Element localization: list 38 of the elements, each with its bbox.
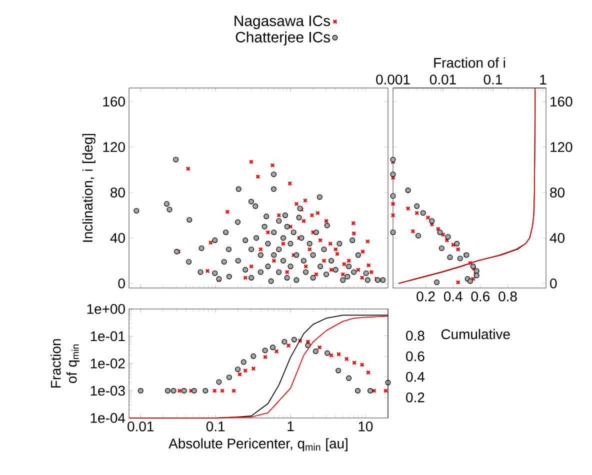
y-tick-label: 40	[550, 233, 565, 243]
x-tick-label: 0.4	[444, 291, 462, 302]
y-tick-label: 120	[550, 142, 572, 152]
y2-tick-label: 0.4	[406, 372, 424, 382]
y-tick-label: 1e-04	[90, 413, 126, 423]
x-tick-label: 0.1	[206, 421, 225, 432]
y-tick-label: 80	[110, 188, 125, 198]
x-tick-label: 0.2	[416, 291, 435, 302]
y-tick-label: 1e-03	[90, 386, 125, 396]
x2-tick-label: 0.01	[430, 74, 456, 84]
y-tick-label: 0	[118, 278, 125, 288]
x-tick-label: 0.01	[128, 421, 154, 432]
y-tick-label: 40	[110, 233, 125, 243]
y2-tick-label: 0.6	[406, 351, 424, 362]
y-tick-label: 1e-02	[90, 358, 125, 368]
y-tick-label: 160	[103, 96, 125, 107]
y-tick-label: 1e+00	[87, 304, 125, 314]
x-tick-label: 1	[288, 422, 294, 432]
y2-axis-title: Cumulative	[441, 328, 510, 340]
y-axis-title: Fraction of q$_{min}$	[50, 339, 80, 388]
x-tick-label: 0.8	[498, 291, 517, 302]
y-tick-label: 1e-01	[90, 331, 125, 342]
legend-label: Chatterjee ICs	[236, 31, 330, 46]
x2-tick-label: 0.001	[376, 74, 410, 84]
x-axis-title: Absolute Pericenter, q$_{min}$ [au]	[168, 438, 348, 452]
x-tick-label: 10	[358, 421, 373, 432]
legend-label: Nagasawa ICs	[234, 16, 330, 30]
y-tick-label: 0	[550, 278, 557, 288]
y-tick-label: 120	[103, 142, 125, 152]
y-tick-label: 160	[550, 96, 572, 107]
x2-tick-label: 0.1	[484, 74, 502, 84]
x-tick-label: 0.6	[471, 291, 490, 302]
y-tick-label: 80	[550, 188, 565, 198]
y2-tick-label: 0.8	[406, 330, 424, 341]
x2-axis-title: Fraction of i	[434, 58, 505, 68]
y-axis-title: Inclination, i [deg]	[82, 134, 96, 242]
x2-tick-label: 1	[540, 74, 546, 84]
y2-tick-label: 0.2	[406, 392, 424, 402]
